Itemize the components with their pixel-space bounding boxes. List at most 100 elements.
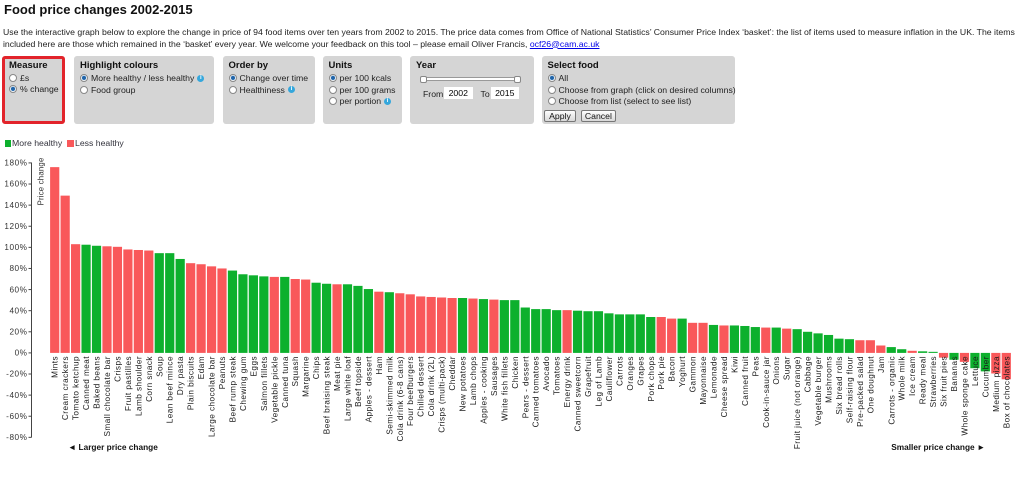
svg-text:Lamb chops: Lamb chops — [469, 356, 478, 405]
svg-text:Tomatoes: Tomatoes — [553, 356, 562, 395]
svg-text:Grapes: Grapes — [636, 356, 645, 386]
svg-text:Crisps (multi-pack): Crisps (multi-pack) — [438, 356, 447, 433]
svg-text:White fish fillets: White fish fillets — [500, 356, 509, 421]
svg-text:Gammon: Gammon — [689, 356, 698, 392]
svg-text:140%: 140% — [4, 201, 27, 210]
svg-text:Apples - dessert: Apples - dessert — [364, 356, 373, 423]
svg-text:Peas: Peas — [751, 356, 760, 376]
svg-text:Dry pasta: Dry pasta — [176, 356, 185, 395]
svg-text:Vegetable pickle: Vegetable pickle — [270, 356, 279, 423]
svg-text:Chicken: Chicken — [511, 356, 520, 389]
svg-text:Carrots: Carrots — [615, 356, 624, 386]
svg-text:Large white loaf: Large white loaf — [344, 356, 353, 421]
svg-text:Price change: Price change — [37, 158, 46, 206]
svg-text:Fruit juice (not orange): Fruit juice (not orange) — [793, 356, 802, 449]
svg-text:Lean beef mince: Lean beef mince — [166, 356, 175, 423]
svg-text:Sugar: Sugar — [783, 356, 792, 380]
svg-text:Self-raising flour: Self-raising flour — [845, 356, 854, 423]
svg-text:-40%: -40% — [6, 391, 27, 400]
svg-text:Mints: Mints — [51, 356, 60, 378]
svg-text:Salmon fillets: Salmon fillets — [260, 356, 269, 411]
svg-text:Pre-packed salad: Pre-packed salad — [856, 356, 865, 427]
svg-text:Bananas: Bananas — [950, 356, 959, 391]
svg-text:Six fruit pies: Six fruit pies — [940, 356, 949, 407]
svg-text:Ice cream: Ice cream — [908, 356, 917, 396]
svg-text:120%: 120% — [4, 222, 27, 231]
svg-text:Edam: Edam — [197, 356, 206, 379]
svg-text:Mayonnaise: Mayonnaise — [699, 356, 708, 405]
svg-text:Whole milk: Whole milk — [898, 356, 907, 401]
svg-text:New potatoes: New potatoes — [459, 356, 468, 411]
svg-text:Meat pie: Meat pie — [333, 356, 342, 391]
svg-text:80%: 80% — [9, 264, 27, 273]
svg-text:Canned tomatoes: Canned tomatoes — [532, 356, 541, 427]
svg-text:-60%: -60% — [6, 412, 27, 421]
svg-text:One doughnut: One doughnut — [866, 356, 875, 414]
svg-text:Ready meal: Ready meal — [919, 356, 928, 404]
svg-text:Squash: Squash — [291, 356, 300, 386]
svg-text:Baked beans: Baked beans — [93, 356, 102, 409]
svg-text:Canned sweetcorn: Canned sweetcorn — [574, 356, 583, 431]
svg-text:20%: 20% — [9, 327, 27, 336]
svg-text:Cook-in-sauce jar: Cook-in-sauce jar — [762, 356, 771, 428]
svg-text:Avocado: Avocado — [542, 356, 551, 391]
svg-text:Beef topside: Beef topside — [354, 356, 363, 407]
svg-text:-20%: -20% — [6, 370, 27, 379]
svg-text:Small chocolate bar: Small chocolate bar — [103, 356, 112, 436]
svg-text:Mushrooms: Mushrooms — [825, 356, 834, 403]
svg-text:Canned fruit: Canned fruit — [741, 356, 750, 406]
svg-text:Medium pizza: Medium pizza — [992, 356, 1001, 412]
svg-text:Yoghurt: Yoghurt — [678, 356, 687, 387]
svg-text:Cabbage: Cabbage — [804, 356, 813, 392]
svg-text:Jam: Jam — [877, 356, 886, 373]
svg-text:Plain biscuits: Plain biscuits — [187, 356, 196, 410]
svg-text:Bacon: Bacon — [668, 356, 677, 381]
svg-text:Oranges: Oranges — [626, 356, 635, 391]
svg-text:Cola drink (2L): Cola drink (2L) — [427, 356, 436, 416]
svg-text:Six bread rolls: Six bread rolls — [835, 356, 844, 415]
svg-text:Ham: Ham — [375, 356, 384, 375]
svg-text:◄ Larger price change: ◄ Larger price change — [68, 442, 158, 452]
svg-text:Pork pie: Pork pie — [657, 356, 666, 390]
svg-text:Canned meat: Canned meat — [82, 356, 91, 410]
svg-text:Pears - dessert: Pears - dessert — [521, 356, 530, 419]
svg-text:Lettuce: Lettuce — [971, 356, 980, 386]
svg-text:Cheese spread: Cheese spread — [720, 356, 729, 417]
svg-text:Cream crackers: Cream crackers — [61, 356, 70, 420]
svg-text:-80%: -80% — [6, 433, 27, 442]
svg-text:Leg of Lamb: Leg of Lamb — [594, 356, 603, 406]
svg-text:Peanuts: Peanuts — [218, 356, 227, 389]
svg-text:40%: 40% — [9, 306, 27, 315]
svg-text:Lemonade: Lemonade — [709, 356, 718, 398]
svg-text:Corn snack: Corn snack — [145, 356, 154, 402]
svg-text:Tomato ketchup: Tomato ketchup — [72, 356, 81, 420]
svg-text:Lamb shoulder: Lamb shoulder — [134, 356, 143, 416]
svg-text:Chilled dessert: Chilled dessert — [417, 356, 426, 417]
svg-text:Strawberries: Strawberries — [929, 356, 938, 407]
svg-text:Chewing gum: Chewing gum — [239, 356, 248, 411]
svg-text:Margarine: Margarine — [302, 356, 311, 397]
svg-text:Semi-skimmed milk: Semi-skimmed milk — [385, 356, 394, 435]
svg-text:60%: 60% — [9, 285, 27, 294]
svg-text:0%: 0% — [15, 349, 28, 358]
svg-text:100%: 100% — [4, 243, 27, 252]
svg-text:Beef rump steak: Beef rump steak — [228, 356, 237, 423]
svg-text:Cauliflower: Cauliflower — [605, 356, 614, 401]
svg-text:Carrots - organic: Carrots - organic — [887, 356, 896, 425]
svg-text:Fruit pastilles: Fruit pastilles — [124, 356, 133, 411]
svg-text:Crisps: Crisps — [113, 356, 122, 382]
svg-text:Cola drink (6-8 cans): Cola drink (6-8 cans) — [396, 356, 405, 441]
svg-text:Cheddar: Cheddar — [448, 356, 457, 391]
svg-text:Eggs: Eggs — [249, 356, 258, 376]
svg-text:Beef braising steak: Beef braising steak — [323, 356, 332, 435]
svg-text:Pork chops: Pork chops — [647, 356, 656, 401]
svg-text:160%: 160% — [4, 180, 27, 189]
svg-text:Four beefburgers: Four beefburgers — [406, 356, 415, 426]
svg-text:Box of chocolates: Box of chocolates — [1002, 356, 1011, 428]
svg-text:Cucumber: Cucumber — [981, 356, 990, 397]
svg-text:Canned tuna: Canned tuna — [281, 356, 290, 408]
svg-text:Sausages: Sausages — [490, 356, 499, 396]
svg-text:Apples - cooking: Apples - cooking — [479, 356, 488, 424]
svg-text:Large chocolate bar: Large chocolate bar — [208, 356, 217, 437]
svg-text:Kiwi: Kiwi — [730, 356, 739, 373]
